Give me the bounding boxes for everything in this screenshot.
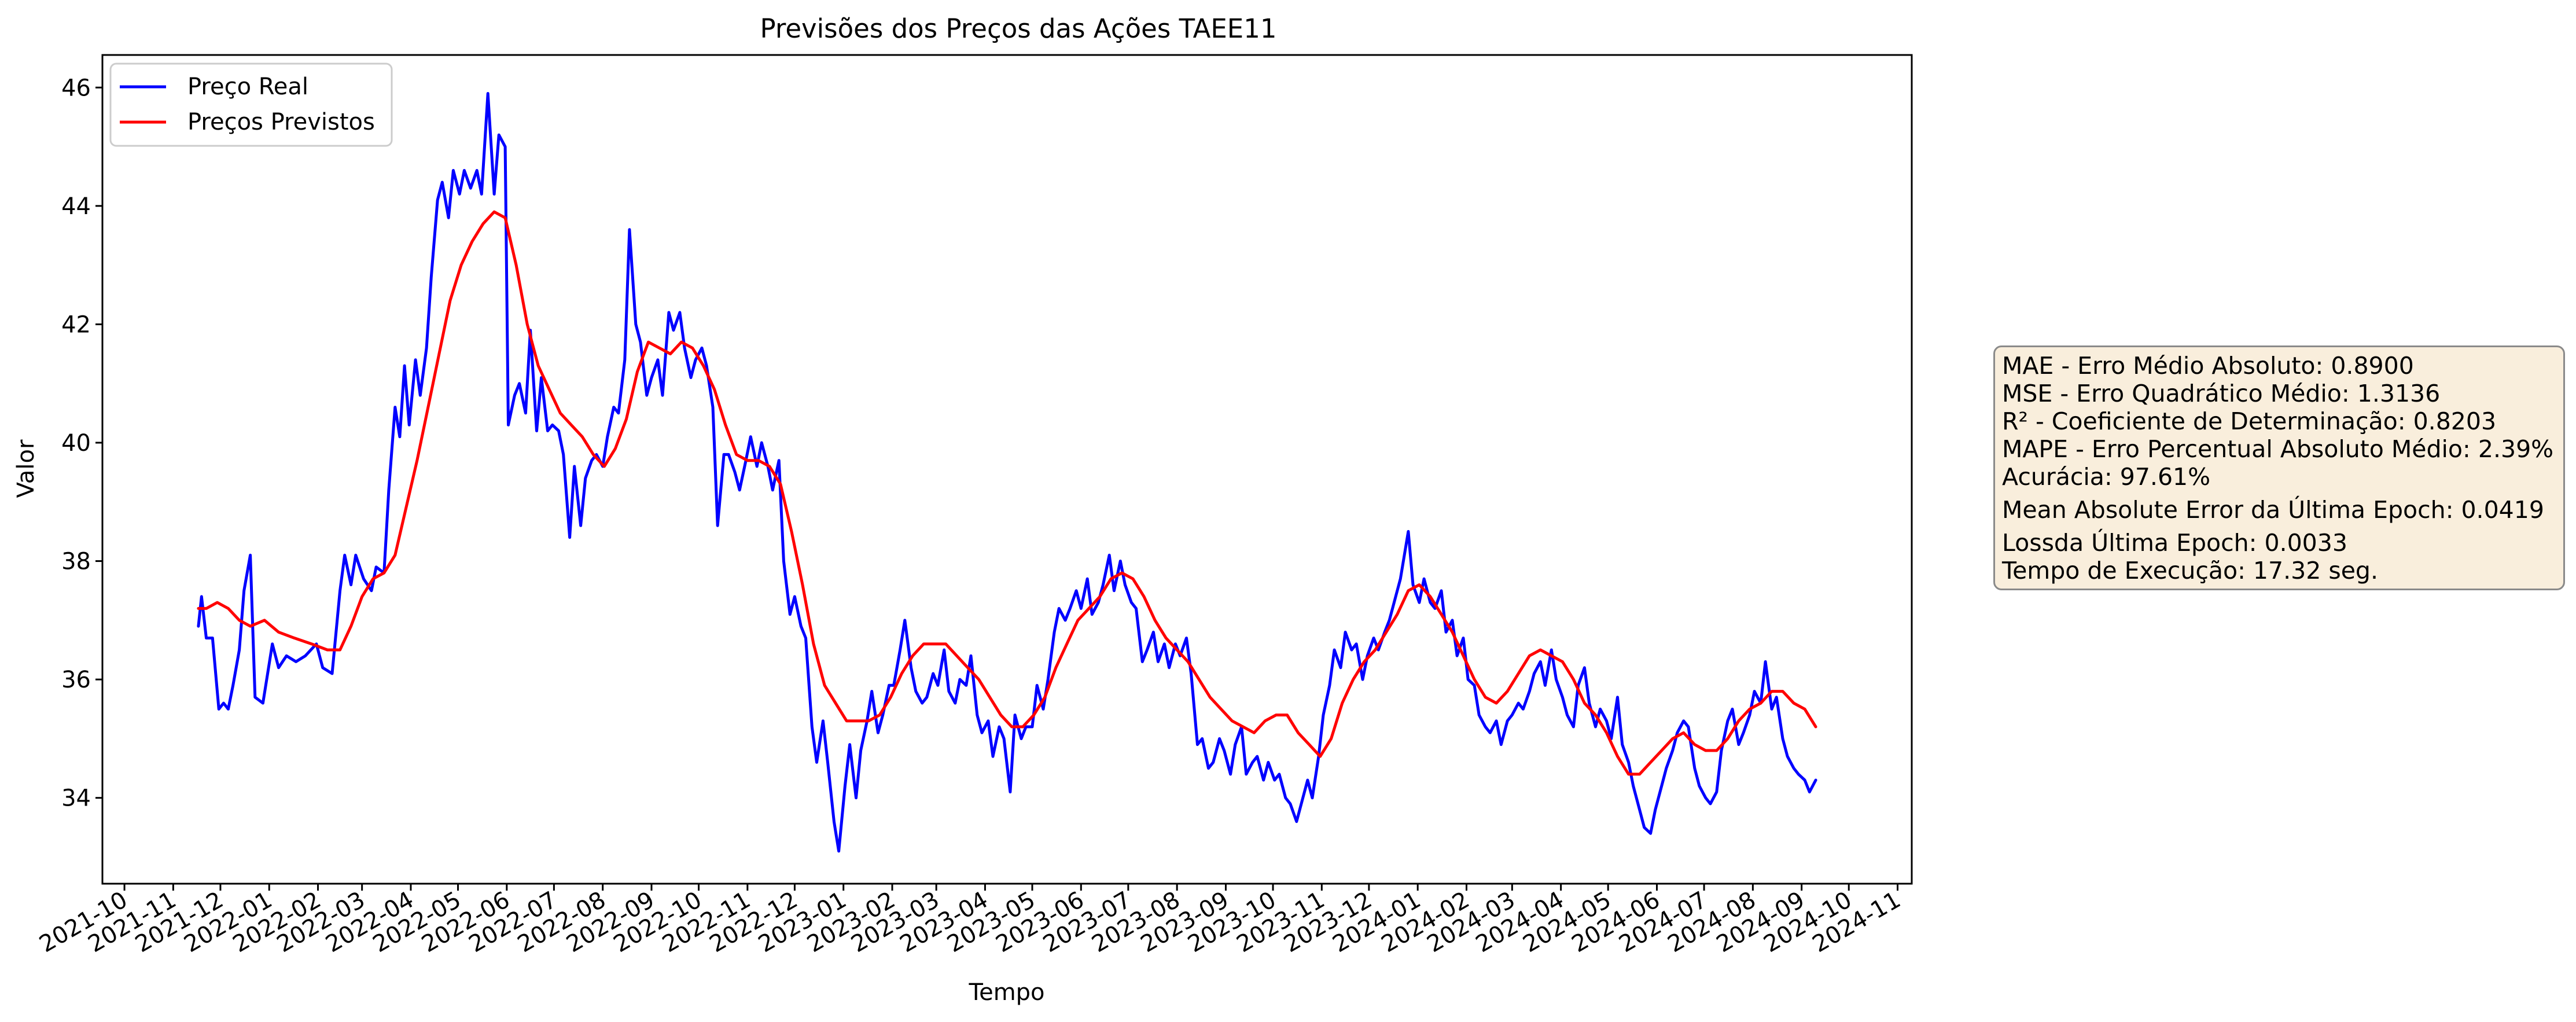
metric-accuracy: Acurácia: 97.61% [2002,463,2211,491]
y-tick-label: 42 [61,311,91,338]
x-axis-label: Tempo [968,979,1044,1006]
metric-last-epoch-loss: Lossda Última Epoch: 0.0033 [2002,529,2347,557]
metric-execution-time: Tempo de Execução: 17.32 seg. [2002,557,2378,584]
series-line-1 [197,210,1817,776]
metric-last-epoch-mae: Mean Absolute Error da Última Epoch: 0.0… [2002,496,2544,524]
y-tick-label: 38 [61,549,91,575]
y-axis-label: Valor [13,439,39,498]
metric-mse: MSE - Erro Quadrático Médio: 1.3136 [2002,380,2441,407]
metric-r2: R² - Coeficiente de Determinação: 0.8203 [2002,407,2497,435]
y-tick-label: 34 [61,785,91,812]
legend-label-preco-real: Preço Real [187,73,308,100]
series-layer [197,92,1817,853]
legend: Preço Real Preços Previstos [109,63,393,147]
plot-frame [101,54,1913,885]
x-axis: 2021-102021-112021-122022-012022-022022-… [35,884,1905,958]
series-line-0 [197,92,1817,853]
legend-label-precos-previstos: Preços Previstos [187,109,375,135]
legend-frame [109,63,393,147]
y-tick-label: 46 [61,75,91,101]
y-tick-label: 44 [61,193,91,220]
metrics-box: MAE - Erro Médio Absoluto: 0.8900 MSE - … [1993,345,2565,590]
metric-mape: MAPE - Erro Percentual Absoluto Médio: 2… [2002,435,2554,463]
y-tick-label: 36 [61,667,91,693]
metric-mae: MAE - Erro Médio Absoluto: 0.8900 [2002,352,2414,380]
y-tick-label: 40 [61,430,91,457]
y-axis: 34 36 38 40 42 44 46 [61,75,102,812]
chart-title: Previsões dos Preços das Ações TAEE11 [760,13,1277,44]
